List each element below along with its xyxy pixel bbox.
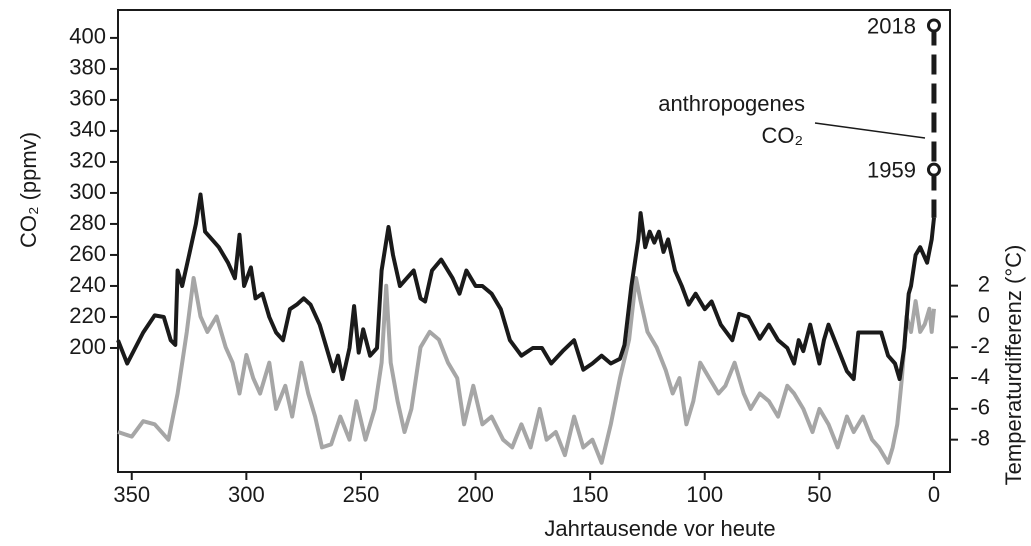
annotation-point [926, 18, 941, 33]
data-line [116, 192, 936, 381]
annotation-label: 2018 [867, 13, 916, 38]
annotation-point [926, 162, 941, 177]
x-tick-label: 300 [228, 482, 265, 507]
x-tick-label: 100 [686, 482, 723, 507]
y2-tick-label: -2 [970, 333, 990, 358]
y-tick-label: 300 [69, 179, 106, 204]
y-tick-label: 360 [69, 86, 106, 111]
y-axis-title: CO₂ (ppmv) [16, 132, 41, 248]
y2-tick-label: 0 [978, 302, 990, 327]
y2-tick-label: -8 [970, 425, 990, 450]
y-tick-label: 320 [69, 148, 106, 173]
data-line [117, 276, 936, 465]
y2-tick-label: -4 [970, 364, 990, 389]
callout-text: CO₂ [761, 123, 803, 148]
y-tick-label: 240 [69, 272, 106, 297]
y-tick-label: 220 [69, 303, 106, 328]
x-tick-label: 350 [113, 482, 150, 507]
x-tick-label: 50 [807, 482, 831, 507]
y-tick-label: 200 [69, 334, 106, 359]
plot-frame [117, 9, 951, 473]
x-tick-label: 250 [343, 482, 380, 507]
y-tick-label: 380 [69, 55, 106, 80]
y-tick-label: 400 [69, 24, 106, 49]
y-tick-label: 260 [69, 241, 106, 266]
callout-text: anthropogenes [658, 91, 805, 116]
y-tick-label: 280 [69, 210, 106, 235]
callout-leader [814, 122, 926, 139]
x-axis-title: Jahrtausende vor heute [544, 516, 775, 541]
annotation-label: 1959 [867, 157, 916, 182]
x-tick-label: 200 [457, 482, 494, 507]
y2-axis-title: Temperaturdifferenz (°C) [1001, 245, 1026, 486]
y2-tick-label: -6 [970, 395, 990, 420]
y2-tick-label: 2 [978, 271, 990, 296]
x-tick-label: 0 [928, 482, 940, 507]
y-tick-label: 340 [69, 117, 106, 142]
x-tick-label: 150 [572, 482, 609, 507]
